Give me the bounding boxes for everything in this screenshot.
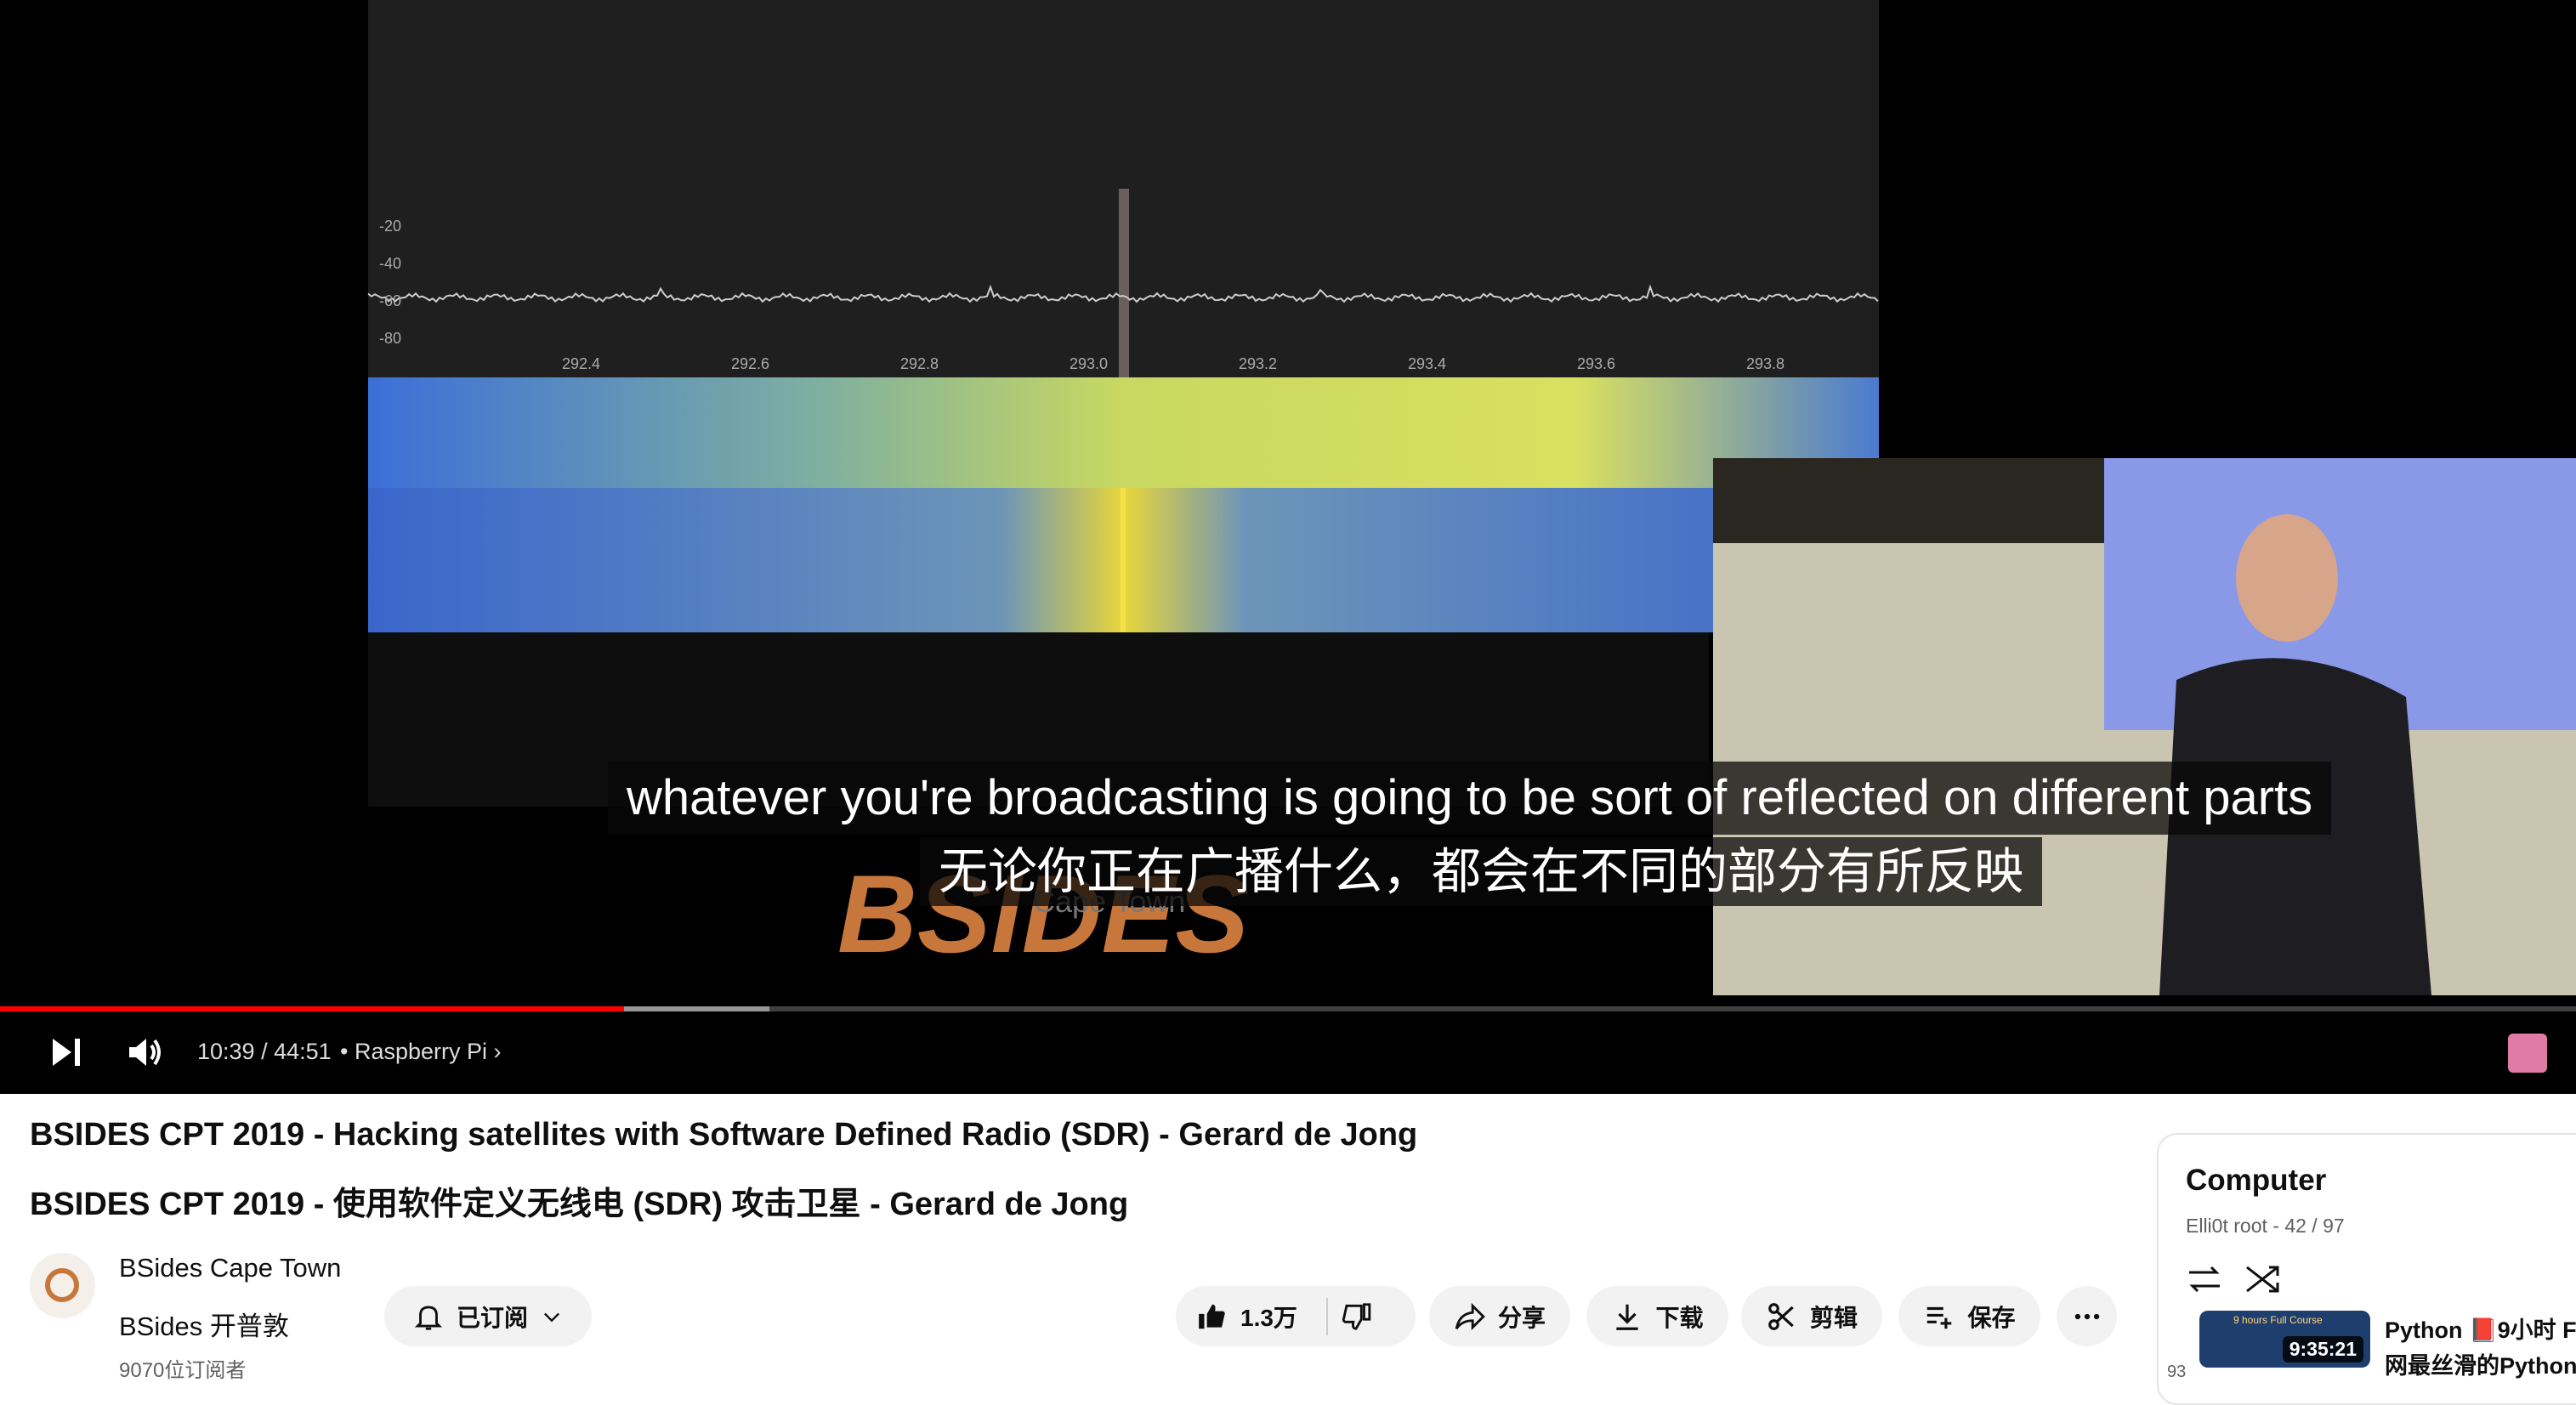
like-dislike[interactable]: 1.3万 bbox=[1176, 1286, 1416, 1346]
next-button[interactable] bbox=[49, 1035, 83, 1069]
spectrum-x-label: 292.6 bbox=[731, 355, 769, 372]
playlist-meta: Elli0t root - 42 / 97 bbox=[2186, 1215, 2345, 1237]
thumb-caption: 9 hours Full Course bbox=[2233, 1314, 2323, 1326]
item-title-line[interactable]: 网最丝滑的Python bbox=[2385, 1353, 2576, 1379]
item-index: 93 bbox=[2167, 1363, 2187, 1381]
chapter[interactable]: • Raspberry Pi › bbox=[340, 1039, 502, 1064]
subtitle-line: whatever you're broadcasting is going to… bbox=[608, 762, 2332, 835]
download-label: 下载 bbox=[1655, 1304, 1704, 1331]
clip-label: 剪辑 bbox=[1809, 1304, 1858, 1331]
played bbox=[0, 1006, 624, 1011]
video-player[interactable]: -20 -40 -60 -80 292.4 292.6 292.8 293.0 293.2 29… bbox=[0, 0, 2576, 1094]
clip-button[interactable]: 剪辑 bbox=[1741, 1286, 1882, 1346]
subscribe-label: 已订阅 bbox=[456, 1304, 528, 1331]
spectrum-y-label: -40 bbox=[379, 255, 401, 272]
chapter-title: Raspberry Pi bbox=[354, 1039, 488, 1064]
item-thumbnail[interactable]: 9 hours Full Course 9:35:21 bbox=[2199, 1311, 2370, 1368]
spectrum-y-label: -80 bbox=[379, 330, 401, 347]
playlist-panel: Computer Elli0t root - 42 / 97 93 9 hour… bbox=[2157, 1133, 2576, 1405]
spectrum-x-label: 292.8 bbox=[900, 355, 939, 372]
spectrum-y-label: -60 bbox=[379, 292, 401, 309]
spectrum-x-label: 293.8 bbox=[1746, 355, 1784, 372]
time-display: 10:39 / 44:51 bbox=[197, 1039, 332, 1064]
playlist-controls[interactable] bbox=[2186, 1261, 2288, 1298]
spectrum-x-label: 292.4 bbox=[562, 355, 600, 372]
translate-button[interactable] bbox=[2508, 1034, 2547, 1073]
save-button[interactable]: 保存 bbox=[1898, 1286, 2040, 1346]
video-title: BSIDES CPT 2019 - Hacking satellites wit… bbox=[30, 1117, 1418, 1153]
subscribe-button[interactable]: 已订阅 bbox=[384, 1286, 592, 1346]
video-frame: -20 -40 -60 -80 292.4 292.6 292.8 293.0 293.2 29… bbox=[367, 0, 2576, 995]
channel-avatar[interactable] bbox=[30, 1253, 95, 1318]
spectrum-x-label: 293.0 bbox=[1070, 355, 1108, 372]
like-count: 1.3万 bbox=[1240, 1304, 1297, 1331]
spectrum-x-label: 293.4 bbox=[1408, 355, 1446, 372]
playlist-title[interactable]: Computer bbox=[2186, 1164, 2327, 1197]
share-label: 分享 bbox=[1497, 1304, 1546, 1331]
spectrum-trace bbox=[367, 284, 1879, 303]
channel-name[interactable]: BSides Cape Town bbox=[119, 1253, 342, 1283]
share-button[interactable]: 分享 bbox=[1429, 1286, 1570, 1346]
video-translated-title: BSIDES CPT 2019 - 使用软件定义无线电 (SDR) 攻击卫星 -… bbox=[30, 1187, 1129, 1222]
volume-button[interactable] bbox=[128, 1035, 165, 1069]
save-label: 保存 bbox=[1967, 1304, 2016, 1331]
more-button[interactable] bbox=[2057, 1286, 2117, 1346]
channel-translated-name: BSides 开普敦 bbox=[119, 1312, 289, 1341]
spectrum-y-label: -20 bbox=[379, 218, 401, 235]
download-button[interactable]: 下载 bbox=[1586, 1286, 1728, 1346]
spectrum-x-label: 293.6 bbox=[1577, 355, 1615, 372]
item-duration: 9:35:21 bbox=[2282, 1336, 2363, 1363]
progress-bar[interactable] bbox=[0, 1006, 2576, 1011]
item-title-line[interactable]: Python 📕9小时 Fu bbox=[2385, 1317, 2576, 1343]
spectrum-x-label: 293.2 bbox=[1239, 355, 1277, 372]
subtitle-line: 无论你正在广播什么，都会在不同的部分有所反映 bbox=[920, 837, 2043, 906]
